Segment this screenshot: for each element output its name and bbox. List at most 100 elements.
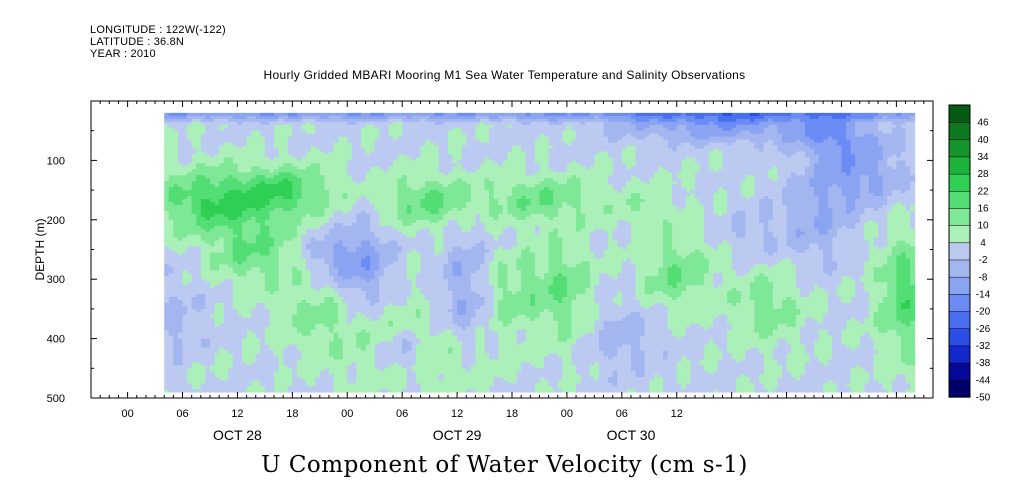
field-cell [324,365,330,369]
field-cell [205,213,211,218]
field-cell [393,246,399,250]
field-cell [196,204,202,209]
field-cell [333,365,339,369]
field-cell [365,240,371,245]
field-cell [205,207,211,212]
field-cell [177,249,184,253]
field-cell [242,115,248,120]
field-cell [164,112,170,117]
field-cell [164,332,170,337]
field-cell [242,371,248,375]
field-cell [283,148,289,152]
field-cell [296,151,302,155]
field-cell [283,154,289,158]
field-cell [370,294,376,298]
field-cell [306,166,312,170]
field-cell [287,347,293,351]
field-cell [223,347,229,351]
field-cell [338,255,344,259]
field-cell [379,386,385,390]
field-cell [402,294,408,298]
field-cell [205,374,211,378]
field-cell [269,291,275,295]
field-cell [187,347,193,351]
field-cell [301,270,307,274]
field-cell [306,383,312,387]
field-cell [283,380,289,384]
field-cell [223,246,229,250]
field-cell [315,213,321,218]
field-cell [301,246,307,250]
field-cell [360,210,367,215]
field-cell [296,246,302,250]
field-cell [255,338,261,343]
field-cell [397,228,403,233]
field-cell [292,383,298,387]
field-cell [214,210,220,215]
field-cell [333,291,339,295]
field-cell [191,115,197,120]
field-cell [283,299,289,304]
field-cell [173,243,179,248]
field-cell [397,267,403,271]
field-cell [338,299,344,304]
field-cell [177,353,184,357]
field-cell [383,163,389,167]
field-cell [246,270,252,274]
field-cell [287,210,293,215]
field-cell [232,175,238,179]
field-cell [177,273,184,277]
field-cell [388,121,394,126]
field-cell [237,166,243,170]
field-cell [379,246,385,250]
field-cell [379,115,385,120]
field-cell [356,350,362,354]
field-cell [342,362,348,366]
field-cell [278,317,284,322]
field-cell [374,294,380,298]
field-cell [292,386,298,390]
field-cell [182,187,188,191]
field-cell [209,350,216,354]
field-cell [274,383,280,387]
field-cell [296,267,302,271]
field-cell [177,196,184,200]
field-cell [310,124,316,129]
field-cell [196,187,202,191]
field-cell [255,261,261,265]
field-cell [168,365,174,369]
field-cell [356,374,362,378]
field-cell [274,148,280,152]
field-cell [168,359,174,363]
field-cell [365,237,371,242]
field-cell [164,273,170,277]
field-cell [191,335,197,340]
field-cell [365,112,371,117]
field-cell [164,305,170,310]
field-cell [402,353,408,357]
field-cell [196,178,202,182]
field-cell [328,323,335,328]
field-cell [402,323,408,328]
field-cell [255,305,261,310]
field-cell [287,207,293,212]
field-cell [228,124,234,129]
field-cell [393,335,399,340]
field-cell [319,160,325,164]
field-cell [356,267,362,271]
field-cell [223,294,229,298]
field-cell [269,219,275,224]
field-cell [370,199,376,203]
field-cell [292,127,298,132]
field-cell [191,326,197,331]
field-cell [342,166,348,170]
field-cell [397,350,403,354]
field-cell [306,291,312,295]
field-cell [347,323,353,328]
field-cell [196,356,202,360]
field-cell [301,255,307,259]
field-cell [255,136,261,141]
field-cell [393,225,399,230]
field-cell [383,154,389,158]
field-cell [402,359,408,363]
